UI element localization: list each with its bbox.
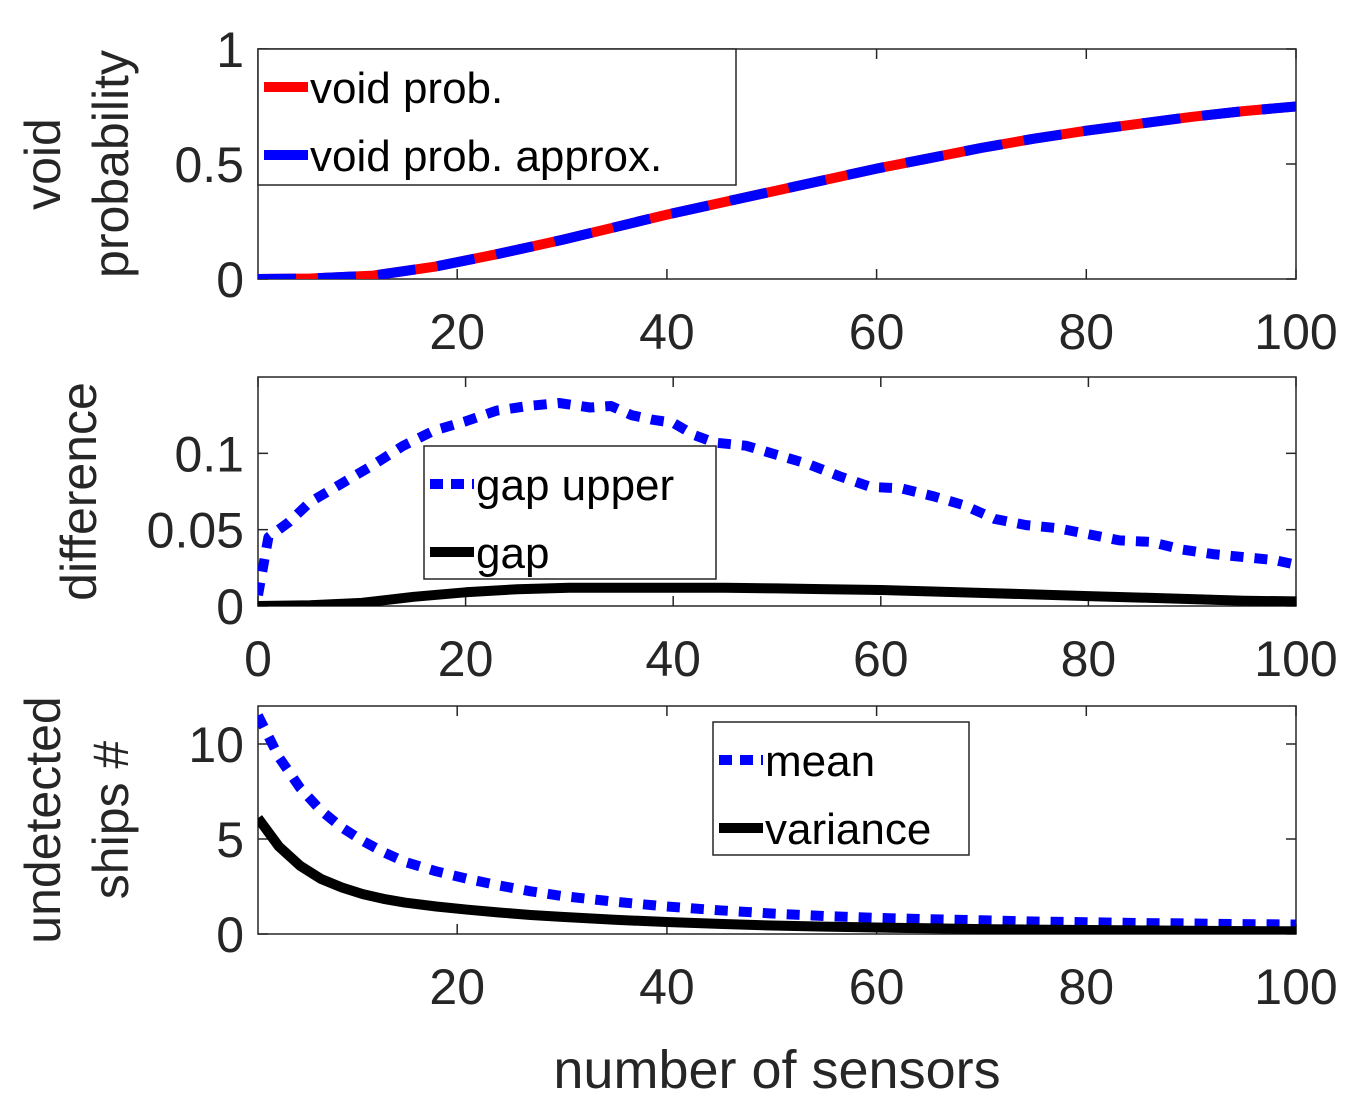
y-tick-label: 10 <box>188 717 244 773</box>
series-line-mean <box>258 713 1296 930</box>
x-tick-label: 100 <box>1254 304 1337 360</box>
series-line-gap-upper <box>258 398 1296 597</box>
x-tick-label: 20 <box>429 959 485 1015</box>
x-tick-label: 100 <box>1254 959 1337 1015</box>
legend-label: void prob. <box>310 64 503 113</box>
y-tick-label: 0.1 <box>174 426 244 482</box>
legend-label: gap upper <box>476 461 674 510</box>
figure-xlabel: number of sensors <box>553 1040 1000 1100</box>
y-tick-label: 0 <box>216 579 244 635</box>
x-tick-label: 60 <box>853 631 909 687</box>
y-tick-label: 5 <box>216 812 244 868</box>
chart-panel-2: 0 0.05 0.1 0 20 40 60 80 100 difference gap upper g… <box>51 376 1338 687</box>
legend-label: gap <box>476 529 549 578</box>
plot-area <box>257 376 1297 607</box>
chart-panel-3: 0 5 10 20 40 60 80 100 undetected ships # mean vari… <box>15 696 1338 1015</box>
legend-label: variance <box>765 805 931 854</box>
y-axis-label: undetected <box>15 696 71 943</box>
x-tick-label: 40 <box>639 959 695 1015</box>
y-tick-label: 0.05 <box>147 503 244 559</box>
legend-box <box>257 48 737 186</box>
x-tick-label: 20 <box>438 631 494 687</box>
y-tick-label: 0 <box>216 907 244 963</box>
y-tick-label: 1 <box>216 22 244 78</box>
y-axis-label: void <box>15 118 71 210</box>
x-tick-label: 80 <box>1058 959 1114 1015</box>
x-tick-label: 0 <box>244 631 272 687</box>
y-axis-label: difference <box>51 382 107 601</box>
x-tick-label: 60 <box>849 304 905 360</box>
x-tick-label: 40 <box>639 304 695 360</box>
x-tick-label: 80 <box>1061 631 1117 687</box>
y-axis-label: ships # <box>83 741 139 900</box>
series-line-gap <box>258 582 1296 606</box>
legend-label: mean <box>765 737 875 786</box>
x-tick-label: 40 <box>645 631 701 687</box>
x-tick-label: 80 <box>1058 304 1114 360</box>
x-tick-label: 100 <box>1254 631 1337 687</box>
series-line-void-prob-approx- <box>258 101 1296 279</box>
series-line-variance <box>258 815 1296 934</box>
y-tick-label: 0 <box>216 252 244 308</box>
chart-panel-1: 0 0.5 1 20 40 60 80 100 void probability void prob… <box>15 22 1338 360</box>
legend-label: void prob. approx. <box>310 132 662 181</box>
x-tick-label: 20 <box>429 304 485 360</box>
x-tick-label: 60 <box>849 959 905 1015</box>
y-axis-label: probability <box>83 50 139 278</box>
y-tick-label: 0.5 <box>174 137 244 193</box>
